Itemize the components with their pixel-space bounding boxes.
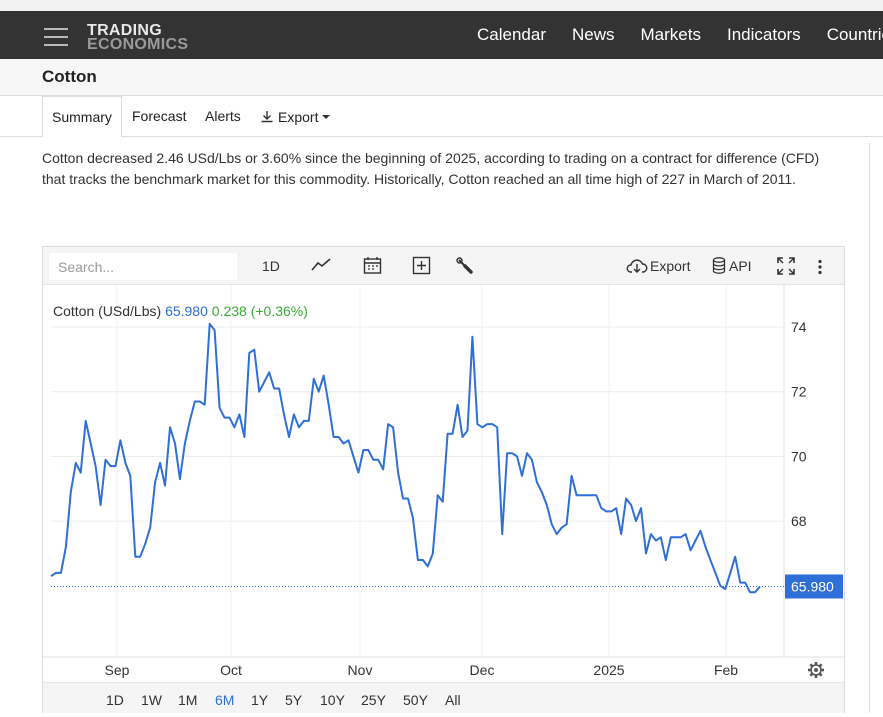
tab-export-label: Export [278,108,319,125]
series-line-cotton [50,322,761,594]
page-title: Cotton [42,67,97,86]
chart-legend: Cotton (USd/Lbs) 65.980 0.238 (+0.36%) [53,303,308,319]
menu-icon[interactable] [44,28,68,46]
x-tick-label: Dec [470,662,495,678]
nav-news[interactable]: News [572,25,615,44]
fullscreen-icon[interactable] [777,257,795,275]
caret-down-icon [322,114,331,119]
more-options-icon[interactable] [817,259,823,275]
range-1d[interactable]: 1D [106,692,124,708]
chart-export-button[interactable]: Export [650,258,691,274]
range-1w[interactable]: 1W [141,692,162,708]
chart-search-input[interactable] [49,253,237,280]
last-value-label: 65.980 [791,578,834,594]
sidebar-border [869,143,870,713]
tab-forecast[interactable]: Forecast [132,108,187,124]
logo[interactable]: TRADING ECONOMICS [87,22,189,53]
nav-calendar[interactable]: Calendar [477,25,546,44]
nav-indicators[interactable]: Indicators [726,25,801,44]
title-bar: Cotton [0,59,883,96]
range-5y[interactable]: 5Y [285,692,303,708]
legend-change: 0.238 (+0.36%) [212,303,308,319]
last-value-badge [785,574,843,599]
line-chart-icon[interactable] [311,257,331,273]
legend-series-name: Cotton (USd/Lbs) [53,303,165,319]
navbar: TRADING ECONOMICS Calendar News Markets … [0,11,883,59]
nav-links: Calendar News Markets Indicators Countri… [477,11,883,59]
interval-button[interactable]: 1D [262,258,280,274]
range-25y[interactable]: 25Y [361,692,386,708]
range-1y[interactable]: 1Y [251,692,269,708]
x-tick-label: 2025 [593,662,624,678]
tab-divider [0,136,42,137]
wrench-icon[interactable] [456,257,474,275]
x-tick-label: Nov [348,662,373,678]
y-tick-label: 74 [791,319,807,335]
tab-alerts[interactable]: Alerts [205,108,241,124]
range-all[interactable]: All [445,692,461,708]
range-50y[interactable]: 50Y [403,692,428,708]
logo-line2: ECONOMICS [87,36,189,53]
range-selector: 1D 1W 1M 6M 1Y 5Y 10Y 25Y 50Y All [43,682,844,713]
calendar-icon[interactable] [363,256,382,275]
y-tick-label: 68 [791,513,807,529]
tab-summary[interactable]: Summary [42,96,122,138]
summary-text: Cotton decreased 2.46 USd/Lbs or 3.60% s… [42,150,820,187]
legend-last-value: 65.980 [165,303,212,319]
y-tick-label: 70 [791,448,807,464]
nav-markets[interactable]: Markets [640,25,701,44]
api-button[interactable]: API [729,258,752,274]
range-10y[interactable]: 10Y [320,692,345,708]
range-6m[interactable]: 6M [215,692,235,708]
cloud-download-icon[interactable] [626,258,648,274]
x-tick-label: Sep [105,662,130,678]
y-tick-label: 72 [791,384,807,400]
chart-settings-icon[interactable] [808,662,824,678]
add-comparison-icon[interactable] [412,256,431,275]
chart-toolbar: 1D Export API [43,247,844,285]
x-tick-label: Oct [220,662,242,678]
download-icon [261,110,273,122]
range-1m[interactable]: 1M [178,692,198,708]
nav-countries[interactable]: Countries [826,25,883,44]
logo-line1: TRADING [87,22,162,39]
x-tick-label: Feb [714,662,738,678]
database-icon[interactable] [712,257,726,274]
tab-bar: Summary Forecast Alerts Export [0,96,883,138]
chart-widget: 1D Export API 74 72 70 68 Sep Oct Nov Dec 2025 Fe… [42,246,845,713]
top-strip [0,0,883,11]
tab-export[interactable]: Export [260,96,331,137]
